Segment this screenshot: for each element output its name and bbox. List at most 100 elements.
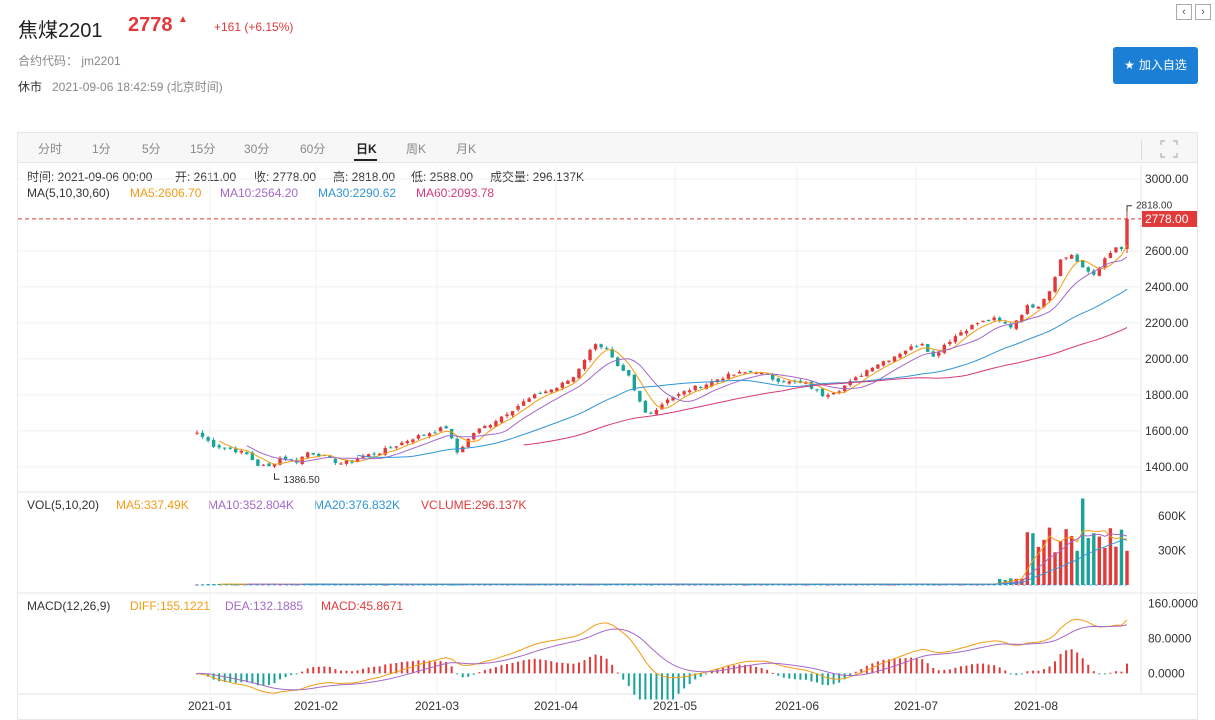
macd-bar xyxy=(1009,673,1012,675)
macd-bar xyxy=(544,660,547,674)
macd-bar xyxy=(428,660,431,674)
macd-bar xyxy=(677,673,680,694)
candle-body xyxy=(627,370,631,376)
macd-bar xyxy=(345,670,348,674)
volume-bar xyxy=(1097,536,1102,585)
candle-body xyxy=(1108,253,1113,258)
info-open: 开: 2611.00 xyxy=(175,170,237,184)
candle-body xyxy=(555,387,559,391)
macd-bar xyxy=(633,673,636,695)
candle-body xyxy=(1031,304,1035,308)
candle-body xyxy=(217,445,221,448)
volume-bar xyxy=(1064,529,1068,585)
tab-30min[interactable]: 30分 xyxy=(244,142,270,156)
volume-bar xyxy=(721,584,725,586)
macd-bar xyxy=(550,661,553,674)
macd-bar xyxy=(694,673,697,680)
period-tabs xyxy=(18,133,1197,163)
tab-5min[interactable]: 5分 xyxy=(142,142,161,156)
fullscreen-icon[interactable] xyxy=(1160,140,1178,158)
macd-bar xyxy=(566,663,569,674)
volume-bar xyxy=(234,584,238,586)
candle-body xyxy=(400,442,404,445)
macd-bar xyxy=(793,673,796,680)
ma10-line xyxy=(246,256,1128,463)
volume-bar xyxy=(322,584,327,586)
macd-bar xyxy=(411,661,414,674)
chevron-left-icon[interactable]: ‹ xyxy=(1176,4,1192,20)
macd-bar xyxy=(827,673,830,686)
candle-body xyxy=(283,456,288,461)
info-volume: 成交量: 296.137K xyxy=(490,170,585,184)
tab-60min[interactable]: 60分 xyxy=(300,142,326,156)
candle-body xyxy=(643,400,648,413)
macd-bar xyxy=(838,673,841,683)
candle-body xyxy=(422,434,426,436)
candle-body xyxy=(693,385,697,391)
candle-body xyxy=(903,350,908,354)
volume-bar xyxy=(826,584,830,586)
macd-bar xyxy=(533,658,536,674)
macd-bar xyxy=(367,667,370,674)
macd-bar xyxy=(417,660,420,674)
high-label: 2818.00 xyxy=(1136,201,1173,212)
macd-bar xyxy=(688,673,691,685)
macd-bar xyxy=(810,673,813,682)
macd-bar xyxy=(583,660,586,674)
x-tick-label: 2021-03 xyxy=(415,699,459,713)
ma60-line xyxy=(523,327,1128,446)
candle-body xyxy=(278,457,282,465)
volume-bar xyxy=(1009,578,1013,585)
candle-body xyxy=(538,392,542,394)
volume-bar xyxy=(997,578,1002,585)
macd-bar xyxy=(456,673,459,675)
tab-intraday[interactable]: 分时 xyxy=(38,142,63,156)
x-tick-label: 2021-02 xyxy=(294,699,338,713)
chevron-right-icon[interactable]: › xyxy=(1195,4,1211,20)
macd-bar xyxy=(218,673,221,682)
tab-1min[interactable]: 1分 xyxy=(92,142,111,156)
macd-bar xyxy=(483,669,486,674)
dea-line xyxy=(196,624,1128,691)
macd-bar xyxy=(777,673,780,676)
candle-body xyxy=(876,364,880,369)
macd-bar xyxy=(528,659,531,674)
volume-bar xyxy=(1025,532,1030,585)
macd-bar xyxy=(561,662,564,674)
macd-bar xyxy=(965,665,968,674)
macd-bar xyxy=(644,673,647,700)
tab-monthly[interactable]: 月K xyxy=(456,142,477,156)
market-status: 休市 xyxy=(18,80,43,94)
volume-bar xyxy=(682,584,686,586)
tab-daily[interactable]: 日K xyxy=(356,142,377,156)
volume-bar xyxy=(383,584,387,586)
candle-body xyxy=(649,412,653,414)
volume-bar xyxy=(1114,546,1118,585)
macd-bar xyxy=(1004,670,1007,674)
macd-bar xyxy=(871,663,874,674)
candle-body xyxy=(665,399,670,404)
candle-body xyxy=(333,458,338,463)
macd-bar xyxy=(622,673,625,680)
x-tick-label: 2021-08 xyxy=(1014,699,1058,713)
macd-bar xyxy=(594,654,597,674)
price-tick-label: 1800.00 xyxy=(1145,388,1189,402)
macd-bar xyxy=(1026,671,1029,674)
add-to-watchlist-button[interactable]: ★ 加入自选 xyxy=(1113,47,1198,84)
candle-body xyxy=(604,347,609,349)
candle-body xyxy=(826,394,830,397)
tab-weekly[interactable]: 周K xyxy=(406,142,427,156)
star-icon: ★ xyxy=(1124,58,1135,72)
candle-body xyxy=(427,433,432,437)
candle-body xyxy=(1092,270,1096,275)
macd-bar xyxy=(998,667,1001,674)
volume-bar xyxy=(1069,535,1074,585)
volume-bar xyxy=(1036,546,1041,585)
candle-body xyxy=(477,428,482,433)
dea-legend: DEA:132.1885 xyxy=(225,599,304,613)
macd-bar xyxy=(1114,671,1117,674)
volume-bar xyxy=(937,584,941,586)
volume-bar xyxy=(228,584,232,586)
tab-15min[interactable]: 15分 xyxy=(190,142,216,156)
